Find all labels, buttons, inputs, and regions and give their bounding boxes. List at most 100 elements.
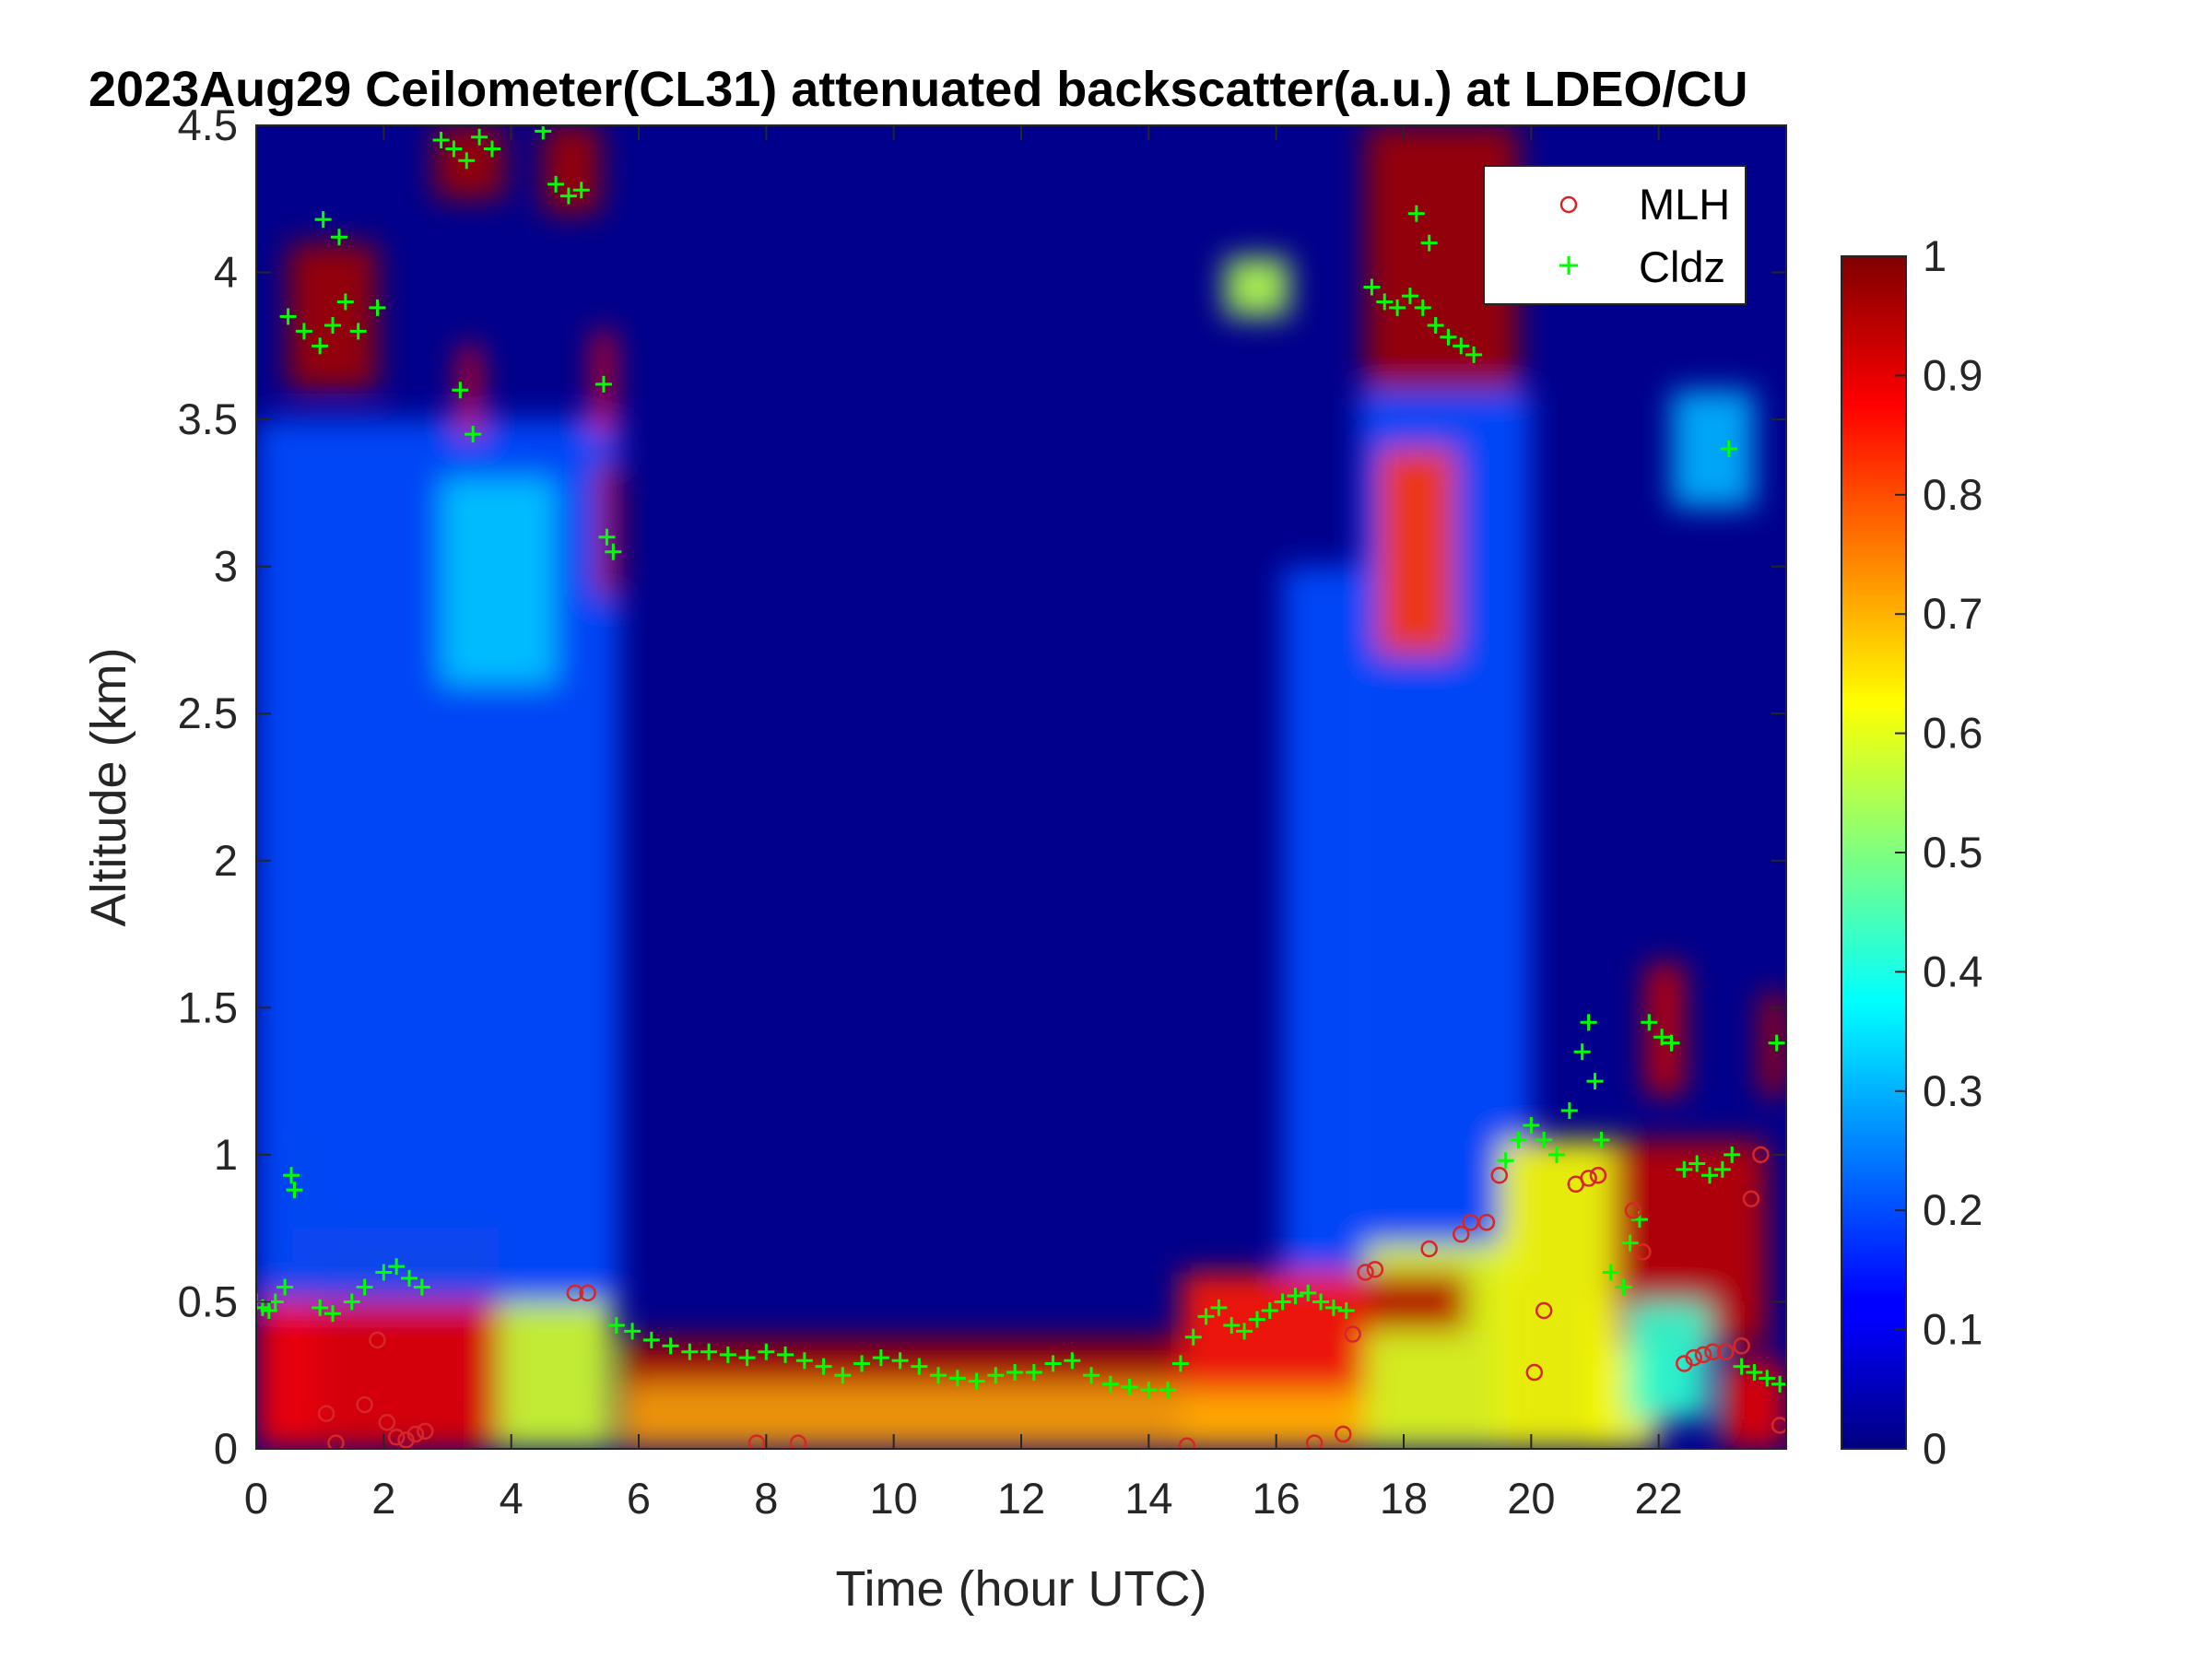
cldz-point <box>1312 1293 1330 1311</box>
cldz-point <box>719 1346 736 1363</box>
mlh-point <box>327 1434 345 1449</box>
cldz-point <box>1701 1167 1718 1184</box>
cldz-point <box>1101 1375 1119 1393</box>
cldz-point <box>295 323 312 340</box>
cldz-point <box>607 1316 625 1334</box>
mlh-point <box>369 1331 386 1349</box>
cldz-point <box>834 1367 852 1384</box>
mlh-point <box>1742 1190 1760 1208</box>
heatmap-cell <box>543 125 601 214</box>
cldz-point <box>1733 1358 1750 1375</box>
y-tick-label: 4.5 <box>178 100 238 149</box>
cldz-point <box>1497 1152 1514 1170</box>
cldz-point <box>312 337 329 355</box>
colorbar-tick-label: 0.7 <box>1923 589 1983 638</box>
x-tick-label: 22 <box>1635 1474 1683 1523</box>
cldz-point <box>1427 316 1444 334</box>
cldz-point <box>1724 1146 1741 1163</box>
heatmap-cell <box>1282 566 1366 1273</box>
cldz-point <box>1414 299 1431 316</box>
x-tick-label: 18 <box>1380 1474 1428 1523</box>
y-tick-label: 1 <box>214 1130 238 1179</box>
mlh-point <box>1752 1146 1770 1164</box>
legend-cldz-marker <box>1559 256 1578 275</box>
x-tick-label: 4 <box>500 1474 524 1523</box>
cldz-point <box>795 1352 813 1370</box>
cldz-point <box>1768 1034 1785 1052</box>
x-tick-label: 2 <box>371 1474 395 1523</box>
x-tick-label: 12 <box>997 1474 1045 1523</box>
cldz-point <box>401 1269 418 1287</box>
cldz-point <box>356 1278 373 1296</box>
cldz-point <box>1261 1302 1278 1320</box>
cldz-point <box>777 1346 794 1363</box>
cldz-point <box>1453 337 1470 355</box>
mlh-point <box>1335 1425 1352 1443</box>
mlh-point <box>1717 1343 1735 1360</box>
cldz-point <box>911 1358 928 1375</box>
x-tick-label: 10 <box>870 1474 918 1523</box>
mlh-point <box>579 1284 596 1302</box>
colorbar-tick-label: 0.8 <box>1923 470 1983 519</box>
colorbar-tick-label: 0.9 <box>1923 350 1983 399</box>
y-tick-label: 3.5 <box>178 394 238 443</box>
mlh-point <box>1344 1325 1361 1343</box>
x-axis-label: Time (hour UTC) <box>835 1561 1206 1617</box>
colorbar-tick-label: 1 <box>1923 231 1947 280</box>
cldz-point <box>1401 288 1418 305</box>
mlh-point <box>747 1434 766 1449</box>
y-tick-label: 0.5 <box>178 1277 238 1325</box>
y-tick-label: 0 <box>214 1424 238 1473</box>
legend-mlh-label: MLH <box>1639 180 1730 229</box>
cldz-point <box>681 1343 699 1360</box>
colorbar-tick-label: 0.2 <box>1923 1185 1983 1234</box>
cldz-point <box>343 1293 360 1311</box>
cldz-point <box>1140 1382 1158 1399</box>
cldz-point <box>1044 1355 1062 1372</box>
cldz-point <box>1621 1234 1639 1252</box>
colorbar-tick-label: 0.3 <box>1923 1066 1983 1115</box>
cldz-point <box>1274 1293 1291 1311</box>
x-tick-label: 8 <box>754 1474 778 1523</box>
cldz-point <box>872 1349 889 1367</box>
colorbar-tick-label: 0.4 <box>1923 947 1983 995</box>
y-tick-label: 1.5 <box>178 982 238 1031</box>
cldz-point <box>1121 1378 1138 1395</box>
cldz-point <box>1602 1264 1619 1281</box>
mlh-point <box>417 1422 434 1441</box>
cldz-point <box>432 131 450 148</box>
mlh-point <box>387 1428 406 1446</box>
cldz-point <box>336 293 354 311</box>
cldz-point <box>1759 1370 1776 1387</box>
cldz-point <box>1653 1029 1671 1046</box>
legend-box <box>1483 165 1747 305</box>
cldz-point <box>413 1278 430 1296</box>
cldz-point <box>930 1367 947 1384</box>
cldz-point <box>1337 1302 1355 1320</box>
mlh-point <box>1453 1225 1470 1243</box>
cldz-point <box>1223 1316 1241 1334</box>
y-tick-label: 2.5 <box>178 688 238 737</box>
colorbar-tick-label: 0.1 <box>1923 1305 1983 1354</box>
cldz-point <box>594 375 612 393</box>
cldz-point <box>1593 1131 1610 1148</box>
x-tick-label: 0 <box>244 1474 268 1523</box>
legend-cldz-label: Cldz <box>1639 242 1725 291</box>
cldz-point <box>1171 1355 1189 1372</box>
cldz-point <box>547 175 565 193</box>
y-tick-label: 2 <box>214 836 238 885</box>
mlh-point <box>1589 1166 1607 1184</box>
y-axis: 0 0.5 1 1.5 2 2.5 3 3.5 4 4.5 <box>178 100 1786 1473</box>
mlh-point <box>566 1284 584 1302</box>
cldz-point <box>324 1305 341 1323</box>
mlh-point <box>1525 1363 1544 1382</box>
mlh-point <box>1685 1348 1702 1367</box>
cldz-point <box>1407 205 1425 222</box>
colorbar-tick-label: 0.5 <box>1923 828 1983 877</box>
cldz-point <box>260 1302 277 1320</box>
cldz-point <box>283 1167 300 1184</box>
heatmap-cell <box>1378 449 1455 655</box>
cldz-point <box>286 1182 303 1199</box>
cldz-point <box>1676 1160 1693 1178</box>
cldz-point <box>1210 1299 1228 1316</box>
